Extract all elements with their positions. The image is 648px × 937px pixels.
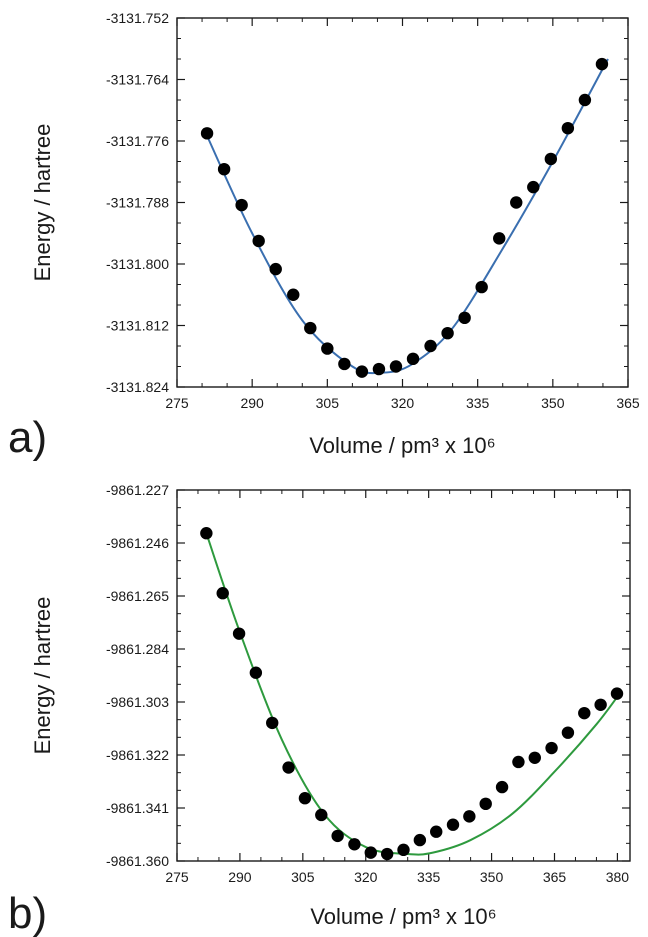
data-point-a bbox=[338, 357, 351, 371]
data-point-b bbox=[282, 761, 295, 774]
data-point-b bbox=[331, 829, 344, 843]
x-tick-label-b: 335 bbox=[417, 869, 441, 885]
x-tick-label-a: 275 bbox=[165, 395, 189, 411]
data-point-b bbox=[266, 716, 279, 730]
y-tick-label-b: -9861.227 bbox=[106, 482, 169, 498]
data-point-b bbox=[495, 780, 509, 794]
y-tick-label-a: -3131.824 bbox=[106, 379, 169, 395]
x-tick-label-b: 365 bbox=[543, 869, 567, 885]
data-point-b bbox=[594, 698, 607, 711]
y-axis-title-b: Energy / hartree bbox=[30, 597, 55, 755]
x-tick-label-a: 320 bbox=[391, 395, 415, 411]
data-point-b bbox=[232, 627, 246, 640]
data-point-a bbox=[406, 352, 420, 366]
data-point-a bbox=[321, 342, 334, 355]
chart-panel-b: 275 290 305 320 335 350 365 380 -9861.360 -9861.3… bbox=[0, 468, 648, 937]
data-point-b bbox=[528, 751, 541, 764]
data-point-b bbox=[561, 726, 575, 739]
data-point-a bbox=[475, 280, 488, 294]
data-point-b bbox=[413, 833, 427, 847]
y-tick-label-a: -3131.776 bbox=[106, 133, 169, 149]
data-point-b bbox=[446, 818, 460, 831]
y-tick-label-b: -9861.246 bbox=[106, 535, 169, 551]
data-point-a bbox=[252, 234, 265, 248]
data-point-a bbox=[578, 93, 592, 107]
data-point-a bbox=[527, 180, 540, 194]
x-tick-label-b: 275 bbox=[165, 869, 189, 885]
data-point-a bbox=[235, 198, 248, 212]
y-axis-title-a: Energy / hartree bbox=[30, 124, 55, 282]
panel-label-b: b) bbox=[8, 889, 47, 937]
data-point-a bbox=[389, 360, 403, 373]
panel-label-a: a) bbox=[8, 413, 47, 462]
data-point-b bbox=[298, 792, 312, 805]
data-point-a bbox=[441, 326, 454, 340]
data-point-b bbox=[479, 797, 492, 811]
data-point-b bbox=[200, 527, 213, 540]
chart-panel-a: 275 290 305 320 335 350 365 -3131.824 -3131.812 -… bbox=[0, 0, 648, 468]
y-tick-label-a: -3131.752 bbox=[106, 10, 169, 26]
y-tick-label-a: -3131.812 bbox=[106, 318, 169, 334]
x-tick-label-b: 380 bbox=[606, 869, 630, 885]
data-point-a bbox=[544, 152, 558, 166]
data-point-b bbox=[430, 825, 443, 838]
fit-curve-b bbox=[205, 532, 623, 856]
x-axis-title-a: Volume / pm³ x 10⁶ bbox=[309, 433, 495, 458]
data-point-a bbox=[200, 127, 214, 140]
data-point-a bbox=[493, 232, 506, 245]
x-tick-label-b: 350 bbox=[480, 869, 504, 885]
data-point-b bbox=[512, 755, 525, 769]
data-point-b bbox=[610, 687, 624, 700]
y-tick-label-b: -9861.303 bbox=[106, 694, 169, 710]
data-point-a bbox=[595, 57, 609, 71]
data-point-a bbox=[561, 121, 575, 135]
x-axis-title-b: Volume / pm³ x 10⁶ bbox=[310, 904, 496, 929]
x-tick-label-a: 305 bbox=[316, 395, 340, 411]
plot-frame-b bbox=[176, 489, 631, 862]
data-point-a bbox=[217, 162, 231, 176]
x-tick-label-b: 290 bbox=[228, 869, 252, 885]
x-tick-label-a: 365 bbox=[616, 395, 640, 411]
data-point-b bbox=[348, 838, 361, 851]
data-point-a bbox=[304, 321, 317, 335]
data-point-a bbox=[458, 311, 471, 325]
data-point-a bbox=[372, 362, 386, 376]
data-point-a bbox=[355, 365, 369, 378]
x-tick-label-b: 320 bbox=[354, 869, 378, 885]
y-tick-label-a: -3131.764 bbox=[106, 72, 169, 88]
data-point-b bbox=[397, 843, 410, 857]
data-point-a bbox=[287, 288, 300, 301]
y-tick-label-b: -9861.265 bbox=[106, 588, 169, 604]
data-point-a bbox=[510, 196, 523, 209]
y-tick-label-a: -3131.800 bbox=[106, 256, 169, 272]
data-point-b bbox=[249, 666, 263, 679]
data-point-b bbox=[380, 847, 394, 861]
chart-b-svg: 275 290 305 320 335 350 365 380 -9861.360 -9861.3… bbox=[8, 482, 631, 937]
y-tick-label-b: -9861.284 bbox=[106, 641, 169, 657]
data-point-b bbox=[315, 808, 328, 822]
data-point-a bbox=[424, 339, 437, 353]
y-tick-label-b: -9861.322 bbox=[106, 747, 169, 763]
x-tick-label-a: 335 bbox=[466, 395, 490, 411]
data-point-b bbox=[463, 810, 476, 823]
data-point-b bbox=[216, 587, 229, 600]
x-tick-label-a: 350 bbox=[541, 395, 565, 411]
y-tick-label-b: -9861.341 bbox=[106, 800, 169, 816]
x-tick-label-b: 305 bbox=[291, 869, 315, 885]
y-tick-label-a: -3131.788 bbox=[106, 195, 169, 211]
y-tick-label-b: -9861.360 bbox=[106, 853, 169, 869]
data-point-b bbox=[545, 741, 558, 755]
data-point-b bbox=[364, 846, 377, 859]
x-tick-label-a: 290 bbox=[240, 395, 264, 411]
data-point-a bbox=[269, 262, 282, 276]
fit-curve-a bbox=[206, 58, 609, 375]
data-point-b bbox=[578, 706, 591, 720]
chart-a-svg: 275 290 305 320 335 350 365 -3131.824 -3131.812 -… bbox=[8, 10, 640, 462]
